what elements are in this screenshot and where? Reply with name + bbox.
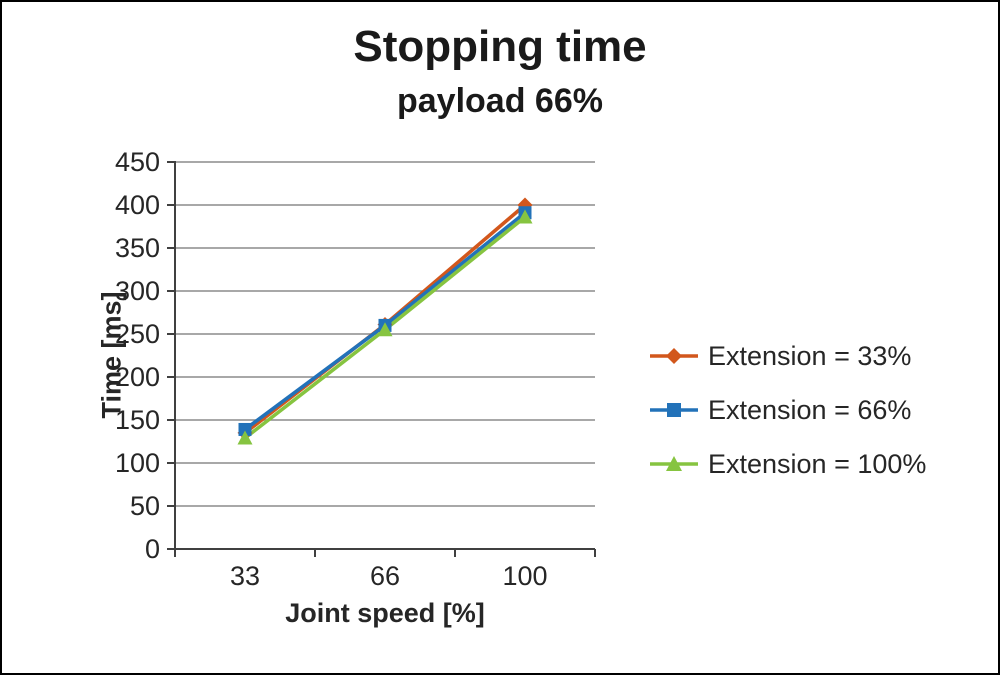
svg-text:350: 350 [115, 233, 160, 263]
legend-label: Extension = 33% [708, 340, 912, 371]
svg-text:400: 400 [115, 190, 160, 220]
chart-legend: Extension = 33% Extension = 66% Extensio… [648, 341, 926, 479]
legend-marker-square-icon [650, 403, 698, 417]
svg-text:300: 300 [115, 276, 160, 306]
svg-text:66: 66 [370, 561, 400, 591]
legend-label: Extension = 100% [708, 448, 927, 479]
legend-marker-diamond-icon [650, 348, 698, 364]
svg-text:150: 150 [115, 405, 160, 435]
legend-item-extension-33: Extension = 33% [648, 341, 926, 371]
legend-label: Extension = 66% [708, 394, 912, 425]
y-axis-title: Time [ms] [96, 291, 127, 419]
legend-marker-triangle-icon [650, 456, 698, 471]
legend-item-extension-100: Extension = 100% [648, 449, 926, 479]
chart-subtitle: payload 66% [397, 82, 603, 120]
svg-text:50: 50 [130, 491, 160, 521]
svg-text:0: 0 [145, 534, 160, 564]
svg-text:100: 100 [502, 561, 547, 591]
svg-text:450: 450 [115, 147, 160, 177]
x-axis-title: Joint speed [%] [285, 598, 485, 628]
chart-title: Stopping time [353, 22, 647, 71]
svg-text:100: 100 [115, 448, 160, 478]
svg-text:33: 33 [230, 561, 260, 591]
svg-text:250: 250 [115, 319, 160, 349]
svg-text:200: 200 [115, 362, 160, 392]
legend-item-extension-66: Extension = 66% [648, 395, 926, 425]
